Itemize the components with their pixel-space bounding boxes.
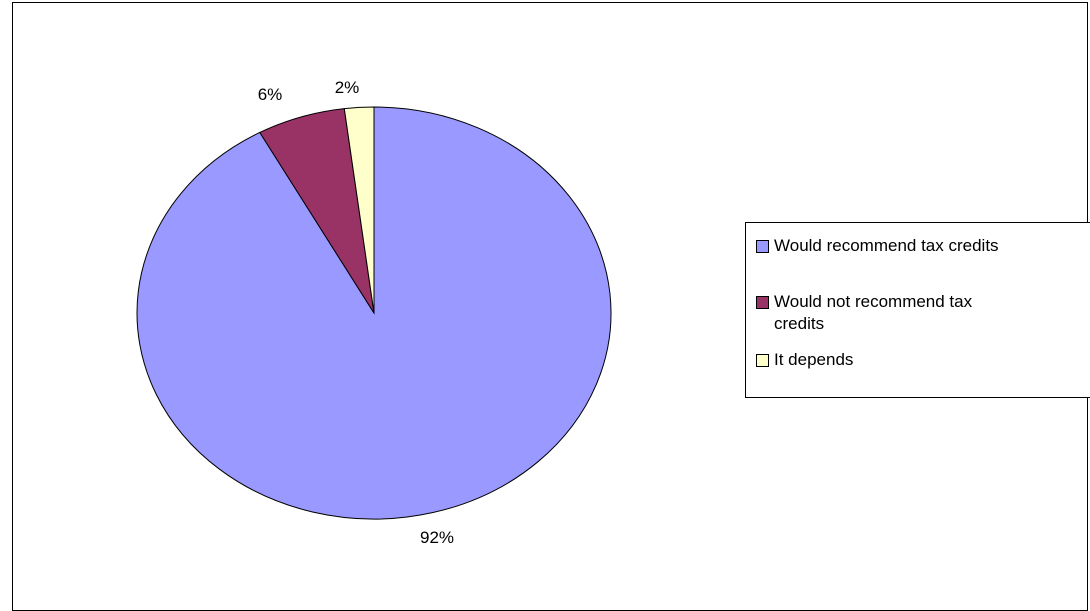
data-label-not-recommend: 6%	[258, 85, 283, 104]
legend-label-it-depends: It depends	[774, 350, 854, 369]
legend-swatch-it-depends	[756, 354, 769, 367]
legend-swatch-recommend	[756, 240, 769, 253]
data-label-it-depends: 2%	[335, 78, 360, 97]
legend-item-not-recommend: Would not recommend tax credits	[756, 291, 1024, 335]
legend-label-not-recommend: Would not recommend tax credits	[774, 292, 973, 333]
pie-slice-it-depends	[343, 106, 375, 314]
data-label-recommend: 92%	[420, 528, 454, 547]
legend-item-recommend: Would recommend tax credits	[756, 235, 1084, 257]
legend-label-recommend: Would recommend tax credits	[774, 236, 999, 255]
pie-labels: 92% 6% 2%	[258, 78, 454, 547]
legend-swatch-not-recommend	[756, 296, 769, 309]
legend-item-it-depends: It depends	[756, 349, 1084, 371]
pie-slices	[136, 106, 612, 520]
legend: Would recommend tax credits Would not re…	[745, 222, 1090, 398]
